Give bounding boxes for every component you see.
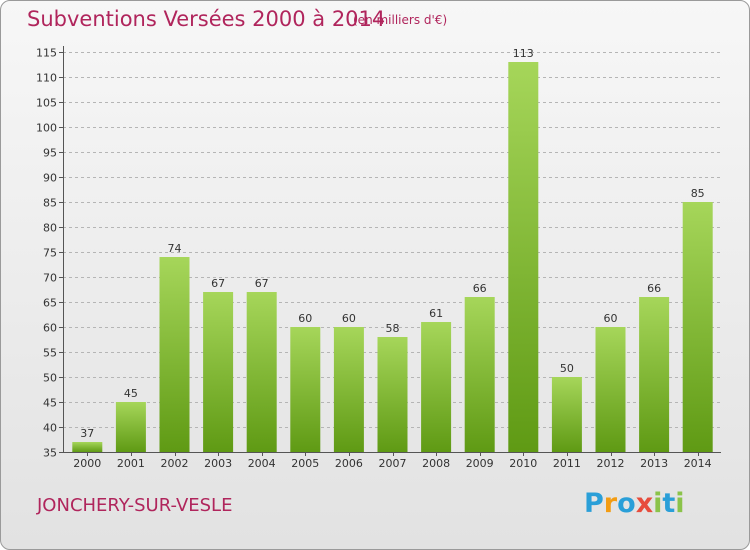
- y-tick-label: 95: [43, 147, 57, 160]
- x-tick-label: 2005: [291, 457, 319, 470]
- bar-2014: [682, 202, 713, 452]
- value-label: 67: [255, 277, 269, 290]
- value-label: 58: [386, 322, 400, 335]
- axes: 35 40 45 50 55 60 65 70 75 80 85 90 95 100 105 110 115: [36, 46, 721, 460]
- y-tick-label: 85: [43, 197, 57, 210]
- y-tick-label: 90: [43, 172, 57, 185]
- x-tick-label: 2008: [422, 457, 450, 470]
- y-tick-label: 115: [36, 47, 57, 60]
- proxiti-logo: Proxiti: [584, 488, 685, 519]
- y-tick-label: 60: [43, 322, 57, 335]
- x-tick-label: 2012: [597, 457, 625, 470]
- bar-2005: [290, 327, 321, 452]
- value-label: 60: [298, 312, 312, 325]
- x-tick-label: 2013: [640, 457, 668, 470]
- y-tick-label: 110: [36, 72, 57, 85]
- y-tick-label: 80: [43, 222, 57, 235]
- bar-2010: [508, 62, 539, 452]
- labels: 37 2000 45 2001 74 2002 67 2003 67 2004 60 2005 60 20…: [73, 47, 711, 470]
- x-tick-label: 2003: [204, 457, 232, 470]
- logo-letter: i: [653, 488, 663, 519]
- bar-2006: [333, 327, 364, 452]
- y-tick-label: 45: [43, 397, 57, 410]
- x-tick-label: 2000: [73, 457, 101, 470]
- y-tick-label: 35: [43, 447, 57, 460]
- bar-2012: [595, 327, 626, 452]
- value-label: 66: [473, 282, 487, 295]
- value-label: 113: [513, 47, 534, 60]
- logo-letter: t: [662, 488, 676, 519]
- x-tick-label: 2001: [117, 457, 145, 470]
- logo-letter: o: [617, 488, 636, 519]
- chart-subtitle: (en milliers d'€): [353, 13, 448, 27]
- logo-letter: x: [635, 488, 654, 519]
- y-tick-label: 50: [43, 372, 57, 385]
- value-label: 61: [429, 307, 443, 320]
- logo-letter: P: [584, 488, 604, 519]
- chart-title: Subventions Versées 2000 à 2014: [27, 7, 386, 31]
- x-tick-label: 2002: [161, 457, 189, 470]
- value-label: 45: [124, 387, 138, 400]
- bar-2001: [115, 402, 146, 452]
- value-label: 60: [604, 312, 618, 325]
- logo-letter: i: [675, 488, 685, 519]
- x-tick-label: 2006: [335, 457, 363, 470]
- y-tick-label: 40: [43, 422, 57, 435]
- x-tick-label: 2007: [379, 457, 407, 470]
- value-label: 74: [168, 242, 182, 255]
- value-label: 85: [691, 187, 705, 200]
- y-tick-label: 105: [36, 97, 57, 110]
- bar-2013: [639, 297, 670, 452]
- bar-2002: [159, 257, 190, 452]
- bar-2003: [203, 292, 234, 452]
- value-label: 66: [647, 282, 661, 295]
- y-tick-label: 70: [43, 272, 57, 285]
- x-tick-label: 2004: [248, 457, 276, 470]
- x-tick-label: 2010: [509, 457, 537, 470]
- y-tick-label: 75: [43, 247, 57, 260]
- x-tick-label: 2011: [553, 457, 581, 470]
- bars: [72, 62, 713, 452]
- bar-2009: [464, 297, 495, 452]
- bar-2011: [551, 377, 582, 452]
- logo-letter: r: [603, 488, 618, 519]
- value-label: 67: [211, 277, 225, 290]
- value-label: 37: [80, 427, 94, 440]
- x-tick-label: 2009: [466, 457, 494, 470]
- x-tick-label: 2014: [684, 457, 712, 470]
- value-label: 60: [342, 312, 356, 325]
- commune-name: JONCHERY-SUR-VESLE: [37, 495, 233, 516]
- bar-2008: [421, 322, 452, 452]
- y-tick-label: 100: [36, 122, 57, 135]
- bar-2004: [246, 292, 277, 452]
- value-label: 50: [560, 362, 574, 375]
- y-tick-label: 65: [43, 297, 57, 310]
- y-tick-label: 55: [43, 347, 57, 360]
- bar-2007: [377, 337, 408, 452]
- bar-2000: [72, 442, 103, 452]
